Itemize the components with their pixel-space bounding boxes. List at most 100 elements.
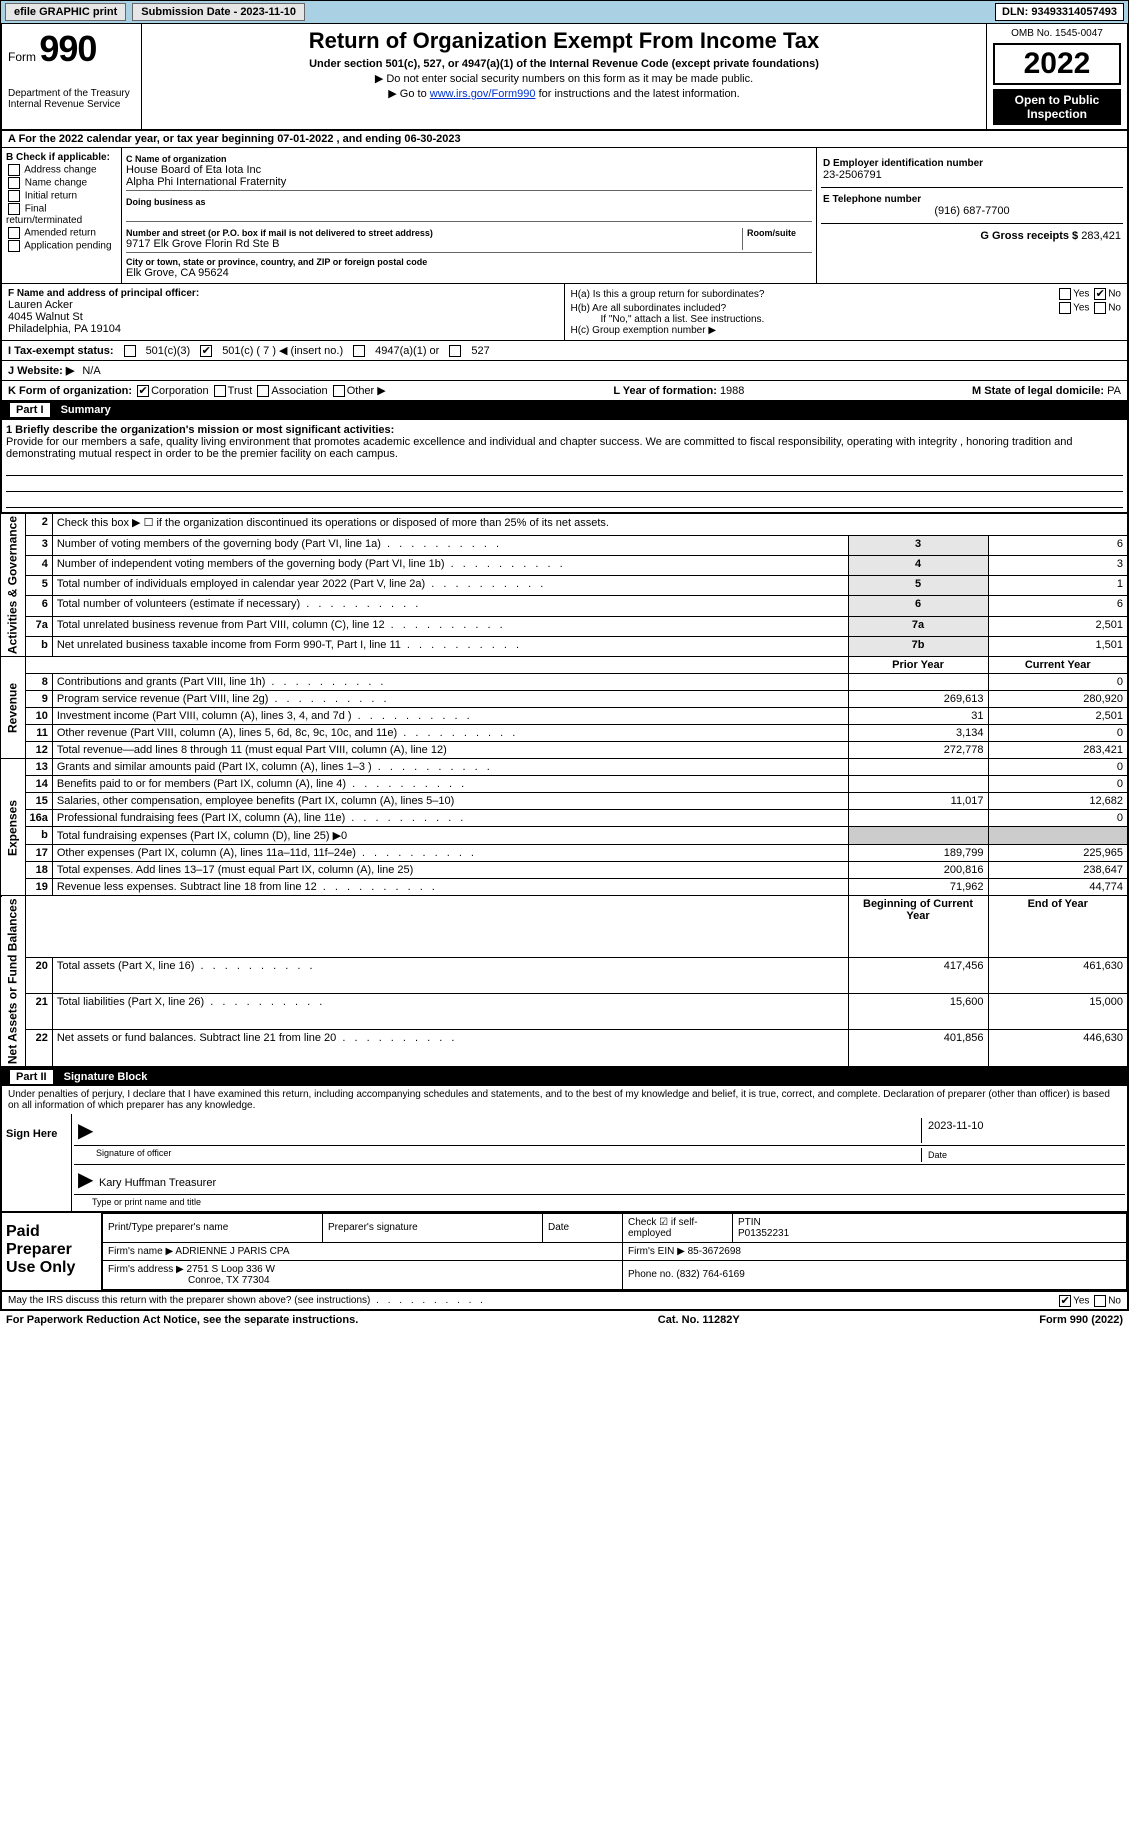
officer-name-title: Kary Huffman Treasurer: [99, 1177, 216, 1189]
city-state-zip: Elk Grove, CA 95624: [126, 267, 812, 279]
sidebar-governance: Activities & Governance: [1, 514, 25, 657]
current-year-head: Current Year: [988, 657, 1128, 674]
page-title: Return of Organization Exempt From Incom…: [148, 28, 980, 54]
paperwork-notice: For Paperwork Reduction Act Notice, see …: [6, 1314, 358, 1326]
discuss-question: May the IRS discuss this return with the…: [8, 1295, 486, 1306]
dba-label: Doing business as: [126, 197, 812, 207]
begin-year-head: Beginning of Current Year: [848, 896, 988, 958]
firm-ein: 85-3672698: [688, 1246, 741, 1257]
chk-assoc[interactable]: [257, 385, 269, 397]
summary-table: Activities & Governance 2 Check this box…: [0, 513, 1129, 1068]
website-value: N/A: [82, 365, 100, 377]
ptin-value: P01352231: [738, 1228, 789, 1239]
end-year-head: End of Year: [988, 896, 1128, 958]
line2-text: Check this box ▶ ☐ if the organization d…: [52, 514, 1128, 535]
state-domicile: PA: [1107, 385, 1121, 397]
chk-trust[interactable]: [214, 385, 226, 397]
sidebar-revenue: Revenue: [1, 657, 25, 759]
phone-value: (916) 687-7700: [823, 205, 1121, 217]
org-name-2: Alpha Phi International Fraternity: [126, 176, 812, 188]
sidebar-expenses: Expenses: [1, 759, 25, 896]
firm-name-label: Firm's name ▶: [108, 1246, 173, 1257]
prior-year-head: Prior Year: [848, 657, 988, 674]
prep-phone: (832) 764-6169: [676, 1269, 744, 1280]
hc-label: H(c) Group exemption number ▶: [571, 325, 1122, 336]
submission-date: Submission Date - 2023-11-10: [132, 3, 305, 21]
sign-here-label: Sign Here: [2, 1114, 72, 1211]
chk-4947[interactable]: [353, 345, 365, 357]
chk-application-pending[interactable]: Application pending: [6, 240, 117, 252]
mission-block: 1 Briefly describe the organization's mi…: [0, 419, 1129, 513]
room-label: Room/suite: [747, 228, 812, 238]
part1-title: Summary: [61, 404, 111, 416]
form-word: Form: [8, 50, 36, 64]
section-i-label: I Tax-exempt status:: [8, 345, 114, 357]
officer-addr2: Philadelphia, PA 19104: [8, 323, 558, 335]
prep-sig-label: Preparer's signature: [323, 1213, 543, 1242]
ha-label: H(a) Is this a group return for subordin…: [571, 289, 765, 300]
disclosure-row: May the IRS discuss this return with the…: [0, 1292, 1129, 1311]
addr-label: Number and street (or P.O. box if mail i…: [126, 228, 742, 238]
entity-block: B Check if applicable: Address change Na…: [0, 148, 1129, 284]
tax-exempt-row: I Tax-exempt status: 501(c)(3) 501(c) ( …: [0, 341, 1129, 361]
chk-final-return[interactable]: Final return/terminated: [6, 203, 117, 226]
firm-ein-label: Firm's EIN ▶: [628, 1246, 685, 1257]
officer-name: Lauren Acker: [8, 299, 558, 311]
klm-row: K Form of organization: Corporation Trus…: [0, 381, 1129, 401]
self-employed-check[interactable]: Check ☑ if self-employed: [623, 1213, 733, 1242]
date-label: Date: [921, 1148, 1121, 1162]
chk-address-change[interactable]: Address change: [6, 164, 117, 176]
paid-preparer-block: Paid Preparer Use Only Print/Type prepar…: [0, 1213, 1129, 1292]
street-address: 9717 Elk Grove Florin Rd Ste B: [126, 238, 742, 250]
chk-corp[interactable]: [137, 385, 149, 397]
part1-tag: Part I: [10, 403, 50, 417]
page-footer: For Paperwork Reduction Act Notice, see …: [0, 1311, 1129, 1329]
chk-501c3[interactable]: [124, 345, 136, 357]
prep-phone-label: Phone no.: [628, 1269, 674, 1280]
prep-date-label: Date: [543, 1213, 623, 1242]
line1-label: 1 Briefly describe the organization's mi…: [6, 424, 1123, 436]
subtitle: Under section 501(c), 527, or 4947(a)(1)…: [148, 58, 980, 70]
discuss-yes-checkbox[interactable]: [1059, 1295, 1071, 1307]
efile-print-label: efile GRAPHIC print: [5, 3, 126, 21]
discuss-no-checkbox[interactable]: [1094, 1295, 1106, 1307]
gross-receipts-label: G Gross receipts $: [980, 230, 1078, 242]
chk-name-change[interactable]: Name change: [6, 177, 117, 189]
part2-header: Part II Signature Block: [0, 1068, 1129, 1086]
sidebar-net-assets: Net Assets or Fund Balances: [1, 896, 25, 1067]
perjury-statement: Under penalties of perjury, I declare th…: [0, 1086, 1129, 1114]
mission-text: Provide for our members a safe, quality …: [6, 436, 1123, 460]
chk-amended[interactable]: Amended return: [6, 227, 117, 239]
section-b-label: B Check if applicable:: [6, 152, 117, 163]
chk-501c[interactable]: [200, 345, 212, 357]
officer-group-block: F Name and address of principal officer:…: [0, 284, 1129, 341]
sig-date-value: 2023-11-10: [928, 1120, 1115, 1132]
ein-label: D Employer identification number: [823, 158, 1121, 169]
tax-year: 2022: [993, 43, 1121, 85]
form-number: 990: [39, 28, 96, 69]
section-m-label: M State of legal domicile:: [972, 385, 1104, 397]
chk-initial-return[interactable]: Initial return: [6, 190, 117, 202]
sig-officer-label: Signature of officer: [78, 1148, 921, 1162]
website-row: J Website: ▶ N/A: [0, 361, 1129, 381]
prep-name-label: Print/Type preparer's name: [103, 1213, 323, 1242]
firm-name: ADRIENNE J PARIS CPA: [175, 1246, 289, 1257]
goto-pre: ▶ Go to: [388, 88, 429, 100]
firm-addr: 2751 S Loop 336 W: [187, 1264, 275, 1275]
firm-city: Conroe, TX 77304: [108, 1275, 270, 1286]
part2-tag: Part II: [10, 1070, 53, 1084]
chk-other[interactable]: [333, 385, 345, 397]
officer-label: F Name and address of principal officer:: [8, 288, 558, 299]
hb-note: If "No," attach a list. See instructions…: [571, 314, 1122, 325]
hb-label: H(b) Are all subordinates included?: [571, 303, 727, 314]
ssn-note: ▶ Do not enter social security numbers o…: [148, 72, 980, 85]
section-j-label: J Website: ▶: [8, 364, 74, 377]
officer-addr1: 4045 Walnut St: [8, 311, 558, 323]
irs-link[interactable]: www.irs.gov/Form990: [430, 88, 536, 100]
paid-preparer-label: Paid Preparer Use Only: [2, 1213, 102, 1290]
goto-post: for instructions and the latest informat…: [536, 88, 740, 100]
form-page-ref: Form 990 (2022): [1039, 1314, 1123, 1326]
ha-no-checkbox[interactable]: [1094, 288, 1106, 300]
dept-treasury: Department of the Treasury Internal Reve…: [8, 88, 135, 110]
chk-527[interactable]: [449, 345, 461, 357]
